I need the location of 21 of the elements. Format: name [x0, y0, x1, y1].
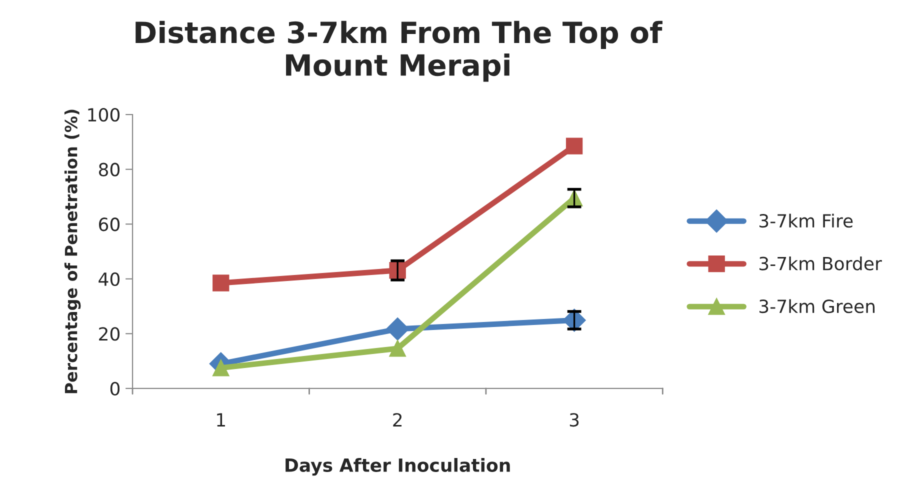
- x-tick-label: 3: [570, 413, 579, 427]
- x-tick-label: 1: [217, 413, 225, 426]
- y-tick-label: 0: [110, 382, 120, 396]
- y-tick-label: 100: [88, 108, 120, 122]
- point: [566, 138, 583, 154]
- x-axis-title: Days After Inoculation: [286, 458, 510, 476]
- legend-label: 3-7km Green: [759, 299, 875, 314]
- y-tick-label: 40: [98, 272, 120, 286]
- y-axis-title: Percentage of Penetration (%): [64, 110, 81, 394]
- point: [389, 262, 406, 279]
- point: [389, 340, 406, 357]
- legend-label: 3-7km Fire: [759, 214, 853, 228]
- y-tick-label: 20: [99, 327, 120, 341]
- point: [212, 274, 230, 292]
- y-tick-label: 80: [98, 162, 120, 176]
- legend-label: 3-7km Border: [759, 256, 882, 270]
- point: [212, 360, 230, 376]
- y-tick-label: 60: [99, 218, 120, 232]
- point: [386, 318, 410, 340]
- x-tick-label: 2: [393, 413, 402, 426]
- chart-title: Distance 3-7km From The Top of Mount Merapi: [136, 20, 662, 82]
